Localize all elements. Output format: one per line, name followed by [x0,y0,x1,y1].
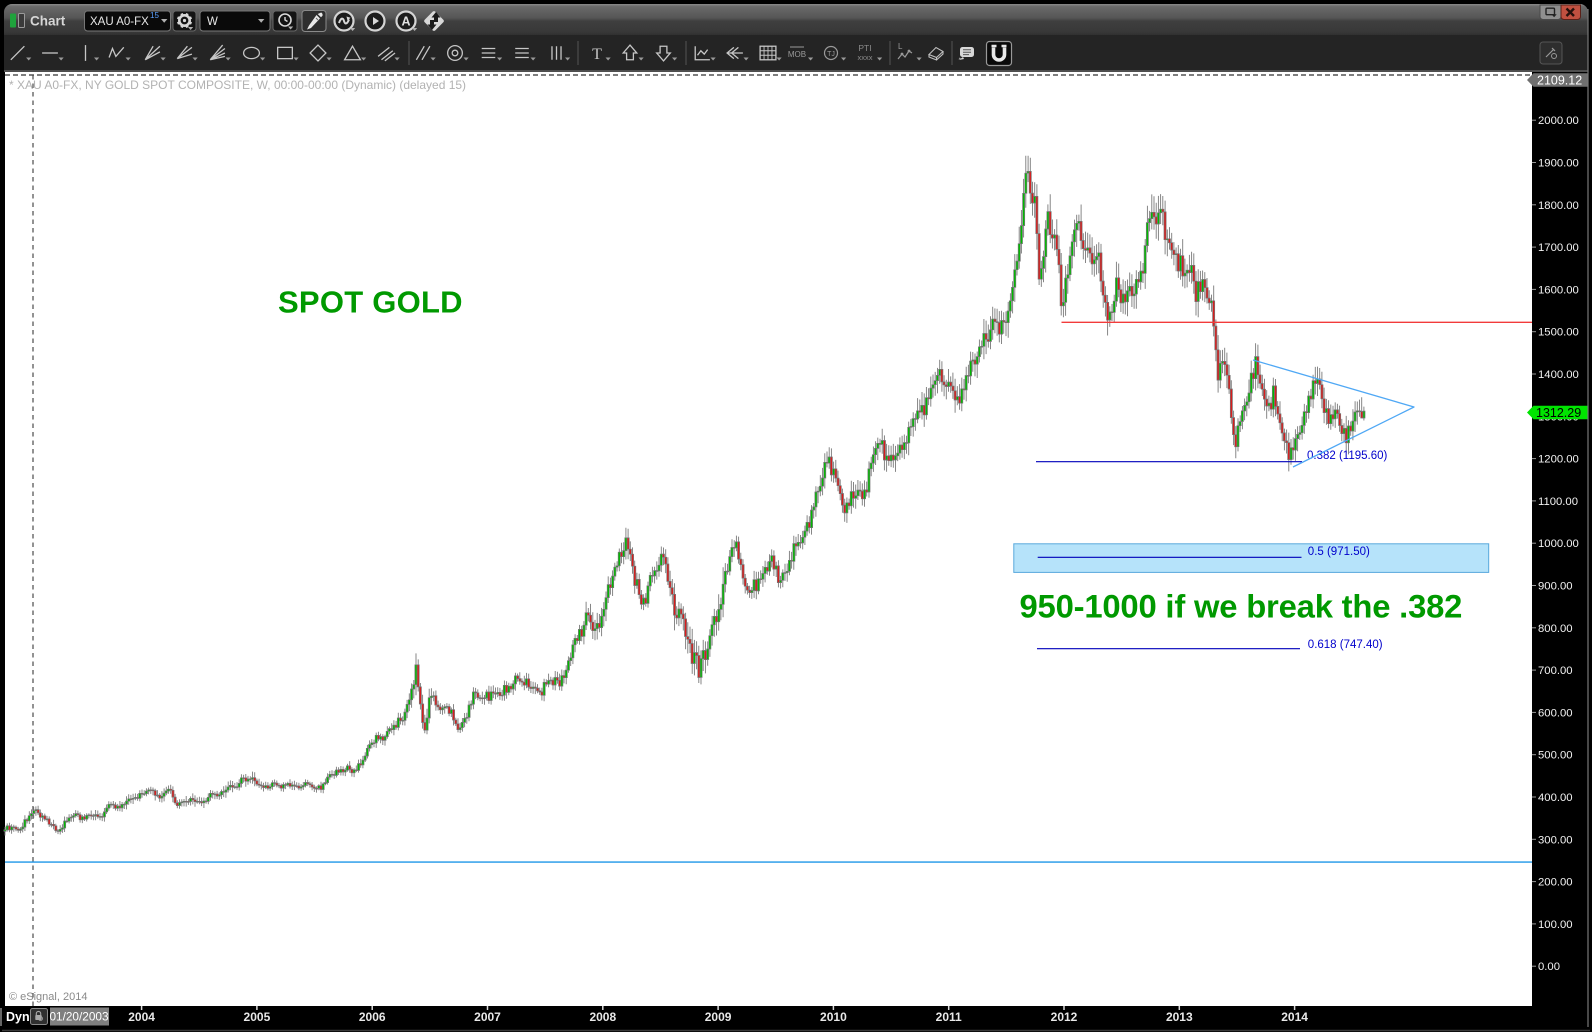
svg-text:1700.00: 1700.00 [1538,242,1579,254]
svg-text:2000.00: 2000.00 [1538,115,1579,127]
svg-text:1600.00: 1600.00 [1538,284,1579,296]
svg-text:2013: 2013 [1166,1010,1193,1024]
svg-text:SPOT GOLD: SPOT GOLD [278,285,463,320]
svg-text:15: 15 [150,11,159,20]
svg-text:01/20/2003: 01/20/2003 [49,1010,108,1024]
svg-text:PTI: PTI [858,43,871,53]
svg-text:0.382 (1195.60): 0.382 (1195.60) [1307,450,1388,462]
svg-text:100.00: 100.00 [1538,919,1573,931]
svg-text:300.00: 300.00 [1538,834,1573,846]
svg-text:xxxx: xxxx [858,53,873,62]
svg-text:200.00: 200.00 [1538,877,1573,889]
svg-text:T: T [592,46,602,63]
svg-text:0.5 (971.50): 0.5 (971.50) [1308,546,1370,558]
svg-text:L: L [898,42,903,51]
svg-text:500.00: 500.00 [1538,750,1573,762]
svg-text:A: A [401,15,410,29]
svg-text:400.00: 400.00 [1538,792,1573,804]
svg-text:© eSignal, 2014: © eSignal, 2014 [9,991,87,1003]
svg-text:Dyn: Dyn [6,1010,30,1024]
svg-text:1800.00: 1800.00 [1538,200,1579,212]
svg-text:2012: 2012 [1051,1010,1078,1024]
svg-text:2005: 2005 [244,1010,271,1024]
svg-text:2006: 2006 [359,1010,386,1024]
svg-text:1200.00: 1200.00 [1538,454,1579,466]
svg-text:2007: 2007 [474,1010,501,1024]
svg-text:1000.00: 1000.00 [1538,538,1579,550]
svg-text:TJ: TJ [827,51,835,58]
svg-text:1500.00: 1500.00 [1538,327,1579,339]
svg-text:2014: 2014 [1281,1010,1308,1024]
svg-text:MOB: MOB [788,50,806,59]
svg-text:2009: 2009 [705,1010,732,1024]
svg-text:900.00: 900.00 [1538,581,1573,593]
svg-text:1400.00: 1400.00 [1538,369,1579,381]
svg-text:Chart: Chart [30,14,66,29]
svg-text:1900.00: 1900.00 [1538,158,1579,170]
svg-text:2011: 2011 [936,1010,962,1024]
svg-text:950-1000 if we break the .382: 950-1000 if we break the .382 [1020,588,1463,625]
svg-text:1312.29: 1312.29 [1536,406,1581,420]
svg-text:0.00: 0.00 [1538,961,1560,973]
svg-text:1100.00: 1100.00 [1538,496,1578,508]
svg-text:2010: 2010 [820,1010,847,1024]
svg-text:600.00: 600.00 [1538,707,1573,719]
svg-text:800.00: 800.00 [1538,623,1573,635]
svg-text:700.00: 700.00 [1538,665,1573,677]
svg-text:0.618 (747.40): 0.618 (747.40) [1308,639,1383,651]
svg-text:* XAU A0-FX, NY GOLD SPOT COMP: * XAU A0-FX, NY GOLD SPOT COMPOSITE, W, … [9,78,466,92]
svg-text:2109.12: 2109.12 [1537,74,1582,88]
svg-text:2008: 2008 [589,1010,616,1024]
svg-text:XAU A0-FX: XAU A0-FX [90,16,149,28]
svg-text:2004: 2004 [128,1010,155,1024]
svg-text:W: W [207,16,218,28]
